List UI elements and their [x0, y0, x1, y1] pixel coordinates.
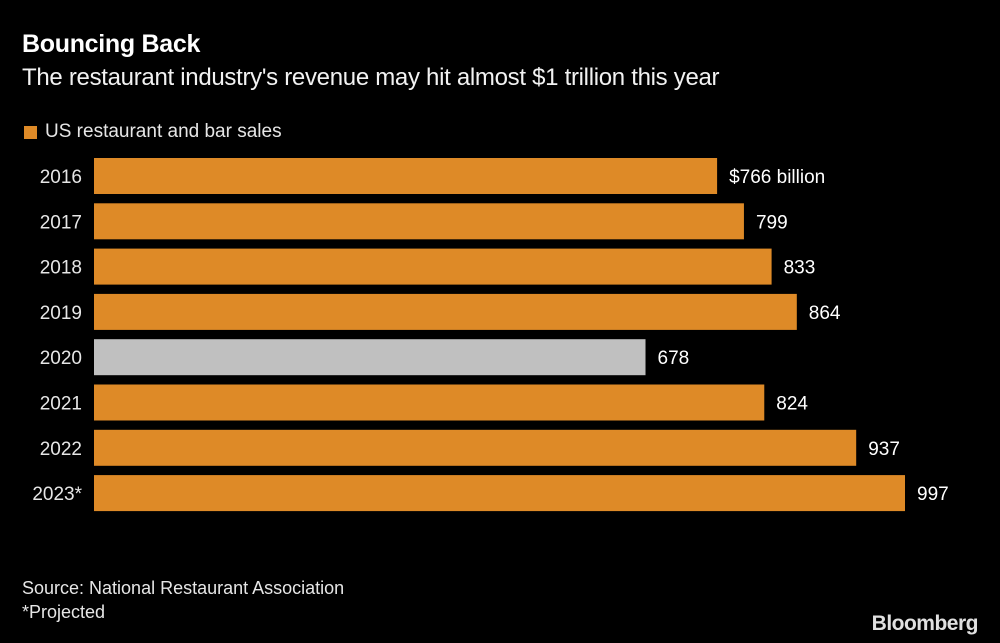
category-label: 2018	[40, 258, 82, 279]
category-label: 2023*	[32, 484, 82, 505]
legend: US restaurant and bar sales	[24, 121, 282, 143]
bar-2021	[94, 384, 765, 421]
data-label: 997	[917, 484, 949, 505]
data-label: 799	[756, 212, 788, 233]
category-label: 2016	[40, 167, 82, 188]
bar-2020	[94, 339, 646, 376]
data-label: 937	[868, 439, 900, 460]
legend-swatch	[24, 125, 37, 139]
category-label: 2019	[40, 303, 82, 324]
data-label: 833	[784, 258, 816, 279]
bar-2022	[94, 429, 857, 466]
footnote: *Projected	[22, 602, 106, 622]
chart-title: Bouncing Back	[22, 30, 201, 58]
data-label: 864	[809, 303, 841, 324]
bar-2018	[94, 248, 772, 285]
legend-label: US restaurant and bar sales	[45, 121, 282, 142]
source-note: Source: National Restaurant Association	[22, 578, 345, 598]
bar-2023*	[94, 475, 905, 512]
chart-subtitle: The restaurant industry's revenue may hi…	[22, 64, 720, 91]
bloomberg-logo: Bloomberg	[871, 612, 979, 635]
category-label: 2017	[40, 212, 82, 233]
data-label: 824	[776, 394, 808, 415]
category-label: 2020	[40, 348, 82, 369]
bar-2016	[94, 158, 718, 194]
category-label: 2022	[40, 439, 82, 460]
category-label: 2021	[40, 394, 82, 415]
data-label: 678	[658, 348, 690, 369]
data-label: $766 billion	[729, 167, 825, 188]
bar-2019	[94, 293, 797, 330]
bar-2017	[94, 203, 744, 240]
